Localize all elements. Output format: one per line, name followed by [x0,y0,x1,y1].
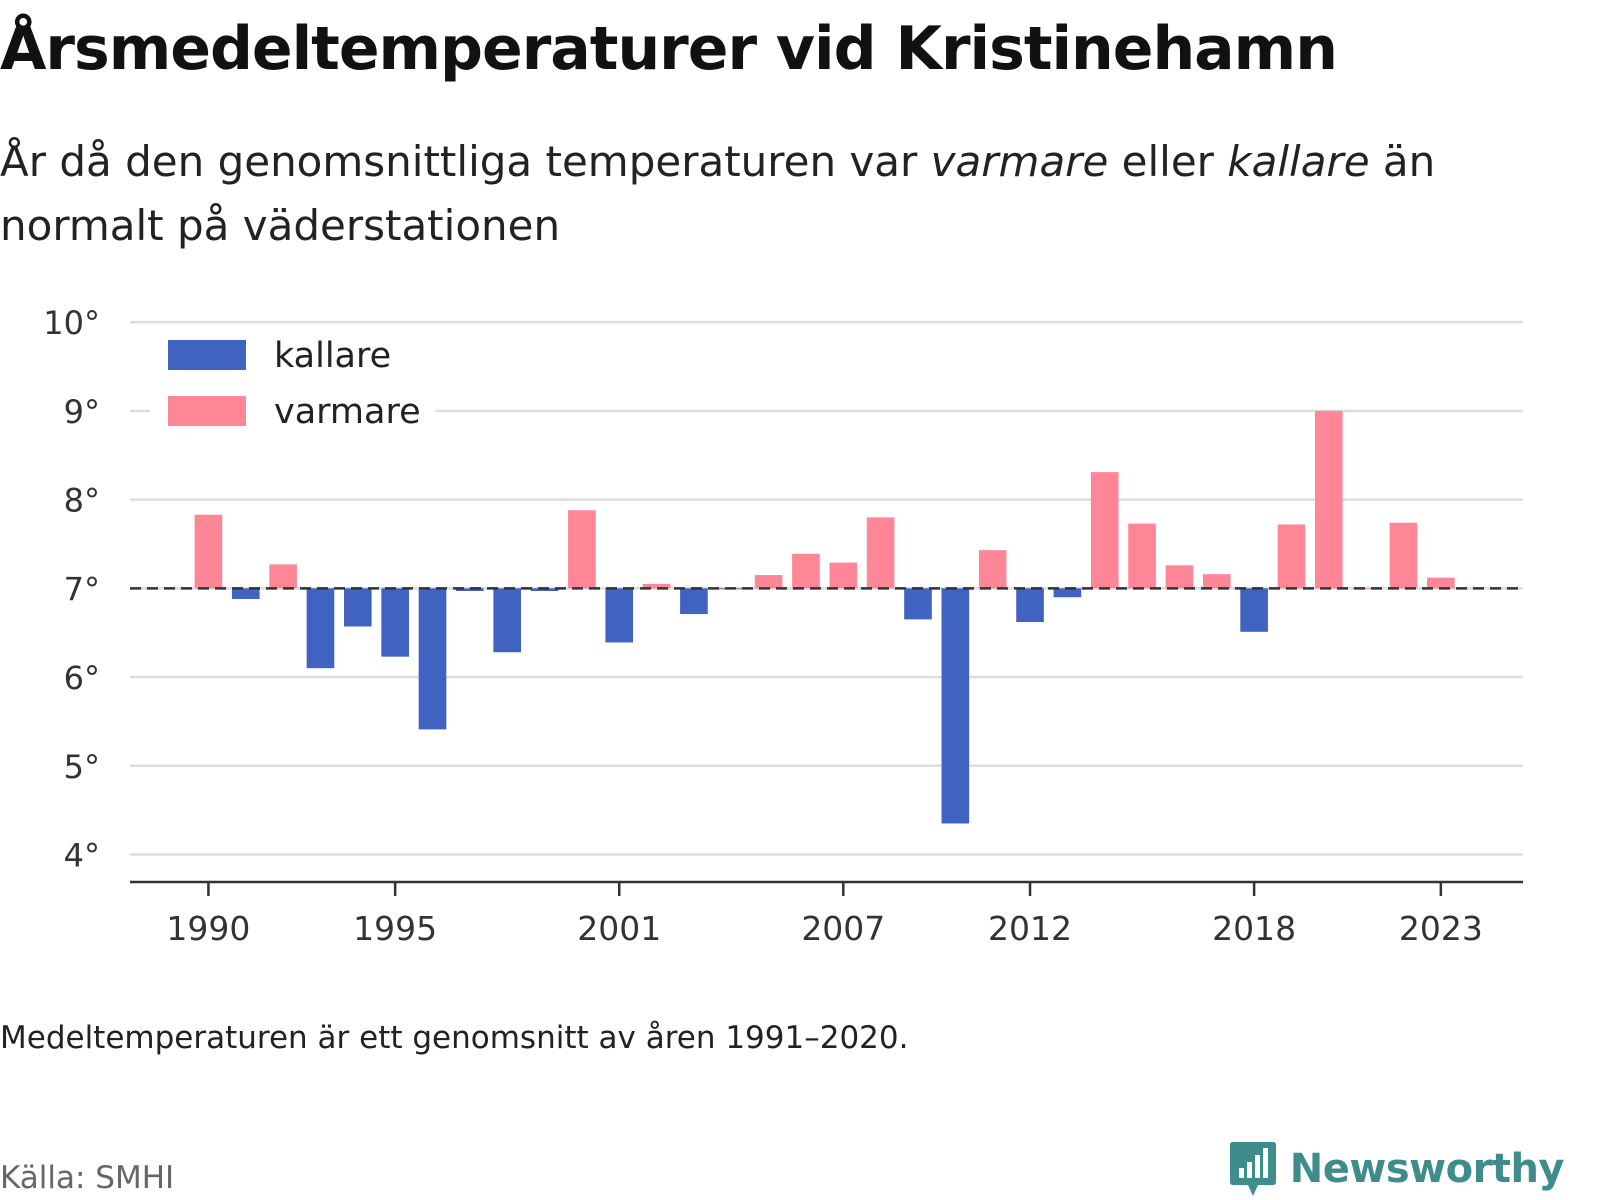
bar-2018 [1240,588,1268,632]
bar-2001 [605,588,634,643]
bar-2023 [1427,577,1455,589]
y-tick-label: 5° [64,748,100,786]
bar-2006 [792,553,820,589]
y-tick-label: 9° [64,393,100,431]
subtitle-text-2: eller [1108,137,1228,186]
bar-2000 [568,510,596,589]
x-tick-label: 1995 [353,909,437,948]
subtitle-emphasis-warmer: varmare [930,137,1109,186]
bar-2010 [941,588,970,824]
legend-swatch-kallare [168,340,246,370]
bar-1994 [343,588,372,627]
source-credit: Källa: SMHI [0,1160,175,1196]
bar-2020 [1314,410,1343,589]
x-tick-label: 1990 [166,909,250,948]
bar-1995 [381,588,409,657]
bar-2014 [1090,472,1119,589]
bar-1992 [269,564,297,589]
bar-2015 [1128,523,1156,589]
bar-2012 [1016,588,1044,623]
bar-2017 [1202,574,1231,589]
subtitle-emphasis-colder: kallare [1227,137,1370,186]
bar-1999 [530,588,559,592]
y-tick-label: 6° [64,659,100,697]
y-tick-label: 10° [43,304,100,342]
legend-swatch-varmare [168,396,246,426]
bar-2003 [680,588,708,615]
footnote: Medeltemperaturen är ett genomsnitt av å… [0,1020,909,1056]
bar-2013 [1053,588,1082,598]
x-tick-label: 2001 [577,909,661,948]
y-tick-label: 8° [64,482,100,520]
y-tick-label: 7° [64,570,100,608]
axes: 4° 5° 6° 7° 8° 9° 10° 1990 1995 2001 2007 2012 2018 2… [43,304,1523,948]
bar-2002 [642,583,671,589]
brand-name: Newsworthy [1289,1146,1565,1192]
bar-2016 [1165,565,1194,589]
legend-label-kallare: kallare [274,336,391,376]
x-tick-label: 2023 [1399,909,1483,948]
y-tick-label: 4° [64,837,100,875]
bar-1996 [418,588,447,730]
bar-2005 [754,575,783,589]
bar-2019 [1277,524,1306,589]
bar-2021 [1352,588,1380,590]
bar-2009 [904,588,932,620]
temperature-bar-chart: 4° 5° 6° 7° 8° 9° 10° 1990 1995 2001 2007 2012 2018 2… [43,304,1523,948]
bars [194,410,1455,824]
newsworthy-logo-icon [1229,1142,1276,1196]
x-tick-label: 2018 [1212,909,1296,948]
subtitle-text-3: än normalt på väderstationen [0,137,1436,250]
bar-2022 [1389,522,1418,589]
bar-1991 [231,588,260,599]
x-tick-label: 2007 [801,909,885,948]
bar-1998 [493,588,522,653]
bar-1997 [456,588,484,592]
bar-1993 [306,588,335,669]
legend: kallare varmare [150,328,435,446]
chart-title: Årsmedeltemperaturer vid Kristinehamn [0,14,1338,84]
bar-2011 [978,550,1007,589]
legend-label-varmare: varmare [274,392,421,432]
bar-1990 [194,514,223,589]
bar-2008 [866,517,895,589]
bar-2007 [829,562,858,589]
chart-subtitle: År då den genomsnittliga temperaturen va… [0,130,1560,258]
subtitle-text-1: År då den genomsnittliga temperaturen va… [0,137,931,186]
brand-logo: Newsworthy [1228,1140,1565,1198]
x-tick-label: 2012 [988,909,1072,948]
